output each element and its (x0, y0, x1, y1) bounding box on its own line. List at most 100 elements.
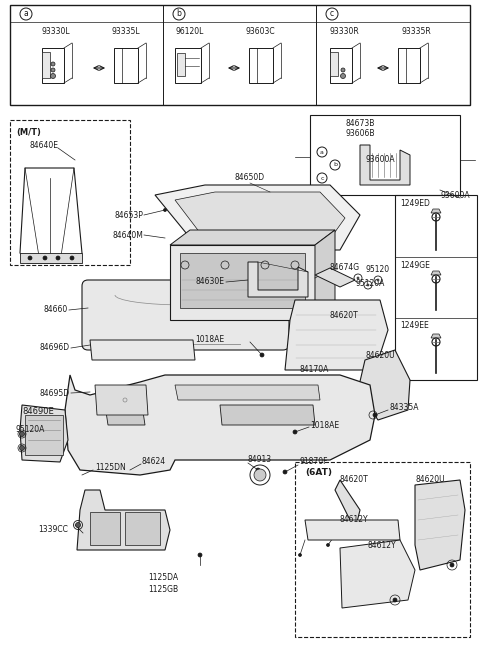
Polygon shape (340, 540, 415, 608)
Text: 84612Y: 84612Y (368, 540, 396, 550)
Polygon shape (305, 520, 400, 540)
Bar (10, 5, 470, 105)
Circle shape (20, 432, 24, 436)
Circle shape (43, 256, 47, 260)
Text: 84620T: 84620T (330, 310, 359, 320)
Circle shape (20, 445, 24, 451)
Polygon shape (175, 192, 345, 246)
Circle shape (357, 277, 359, 279)
Polygon shape (360, 145, 410, 185)
Text: 93335R: 93335R (402, 26, 432, 35)
Text: (6AT): (6AT) (305, 468, 332, 477)
Polygon shape (105, 405, 145, 425)
Bar (25, 415, 63, 455)
Text: 93606B: 93606B (345, 128, 374, 138)
Text: 95120: 95120 (365, 265, 389, 274)
Polygon shape (125, 512, 160, 545)
Text: 1339CC: 1339CC (38, 525, 68, 534)
Circle shape (260, 353, 264, 357)
Circle shape (51, 68, 55, 72)
Text: 93330L: 93330L (42, 26, 71, 35)
Polygon shape (95, 385, 148, 415)
Bar (180, 253, 305, 308)
Circle shape (50, 73, 56, 79)
Text: 84612Y: 84612Y (340, 515, 369, 525)
Circle shape (164, 208, 167, 212)
Bar (395, 195, 477, 380)
Text: 84913: 84913 (248, 455, 272, 464)
FancyBboxPatch shape (82, 280, 289, 350)
Circle shape (256, 468, 260, 472)
Polygon shape (285, 300, 388, 370)
Polygon shape (415, 480, 465, 570)
Text: 1018AE: 1018AE (310, 421, 339, 430)
Polygon shape (431, 334, 441, 338)
Text: 84640E: 84640E (30, 141, 59, 149)
Text: 84620U: 84620U (415, 476, 444, 485)
Circle shape (51, 62, 55, 66)
Circle shape (254, 469, 266, 481)
Text: 84170A: 84170A (300, 365, 329, 375)
Text: 84620U: 84620U (365, 350, 395, 360)
Polygon shape (20, 253, 82, 263)
Text: 96120L: 96120L (176, 26, 204, 35)
Polygon shape (175, 385, 320, 400)
Circle shape (341, 68, 345, 72)
Text: c: c (320, 176, 324, 181)
Polygon shape (42, 52, 50, 78)
Text: 84695D: 84695D (40, 388, 70, 398)
Circle shape (283, 470, 287, 474)
Text: 84653P: 84653P (114, 210, 143, 219)
Text: 84624: 84624 (142, 457, 166, 466)
Polygon shape (77, 490, 170, 550)
Polygon shape (177, 53, 185, 76)
Circle shape (56, 256, 60, 260)
Text: 95120A: 95120A (355, 278, 384, 288)
Circle shape (326, 544, 329, 546)
Polygon shape (335, 480, 360, 530)
Polygon shape (431, 271, 441, 275)
Circle shape (340, 73, 346, 79)
Circle shape (28, 256, 32, 260)
Polygon shape (65, 375, 375, 475)
Text: 1125DN: 1125DN (95, 464, 126, 472)
Text: 1249ED: 1249ED (400, 198, 430, 208)
Text: b: b (333, 162, 337, 168)
Polygon shape (220, 405, 315, 425)
Polygon shape (315, 268, 355, 287)
Polygon shape (155, 185, 360, 250)
Text: (M/T): (M/T) (16, 128, 41, 136)
Text: 91870F: 91870F (300, 457, 328, 466)
Bar (10, 120, 130, 265)
Bar (295, 462, 470, 637)
Text: c: c (330, 10, 334, 18)
Text: 1249GE: 1249GE (400, 261, 430, 269)
Bar (310, 115, 460, 195)
Text: 84660: 84660 (44, 305, 68, 314)
Circle shape (293, 430, 297, 434)
Polygon shape (170, 245, 315, 320)
Text: 84620T: 84620T (340, 476, 369, 485)
Polygon shape (90, 340, 195, 360)
Text: 93600A: 93600A (440, 191, 470, 200)
Text: 1125DA: 1125DA (148, 574, 178, 582)
Text: a: a (320, 149, 324, 155)
Polygon shape (431, 209, 441, 213)
Text: 1125GB: 1125GB (148, 586, 178, 595)
Text: 93330R: 93330R (330, 26, 360, 35)
Text: 84335A: 84335A (390, 403, 420, 413)
Circle shape (367, 284, 369, 286)
Polygon shape (20, 405, 68, 462)
Text: 93603C: 93603C (245, 26, 275, 35)
Circle shape (299, 553, 301, 557)
Circle shape (450, 563, 454, 567)
Text: b: b (177, 10, 181, 18)
Text: 93335L: 93335L (112, 26, 141, 35)
Text: a: a (24, 10, 28, 18)
Circle shape (198, 553, 202, 557)
Text: 95120A: 95120A (15, 426, 44, 434)
Text: 84690E: 84690E (22, 407, 54, 417)
Text: 1018AE: 1018AE (195, 335, 224, 345)
Polygon shape (330, 52, 338, 76)
Polygon shape (170, 230, 335, 245)
